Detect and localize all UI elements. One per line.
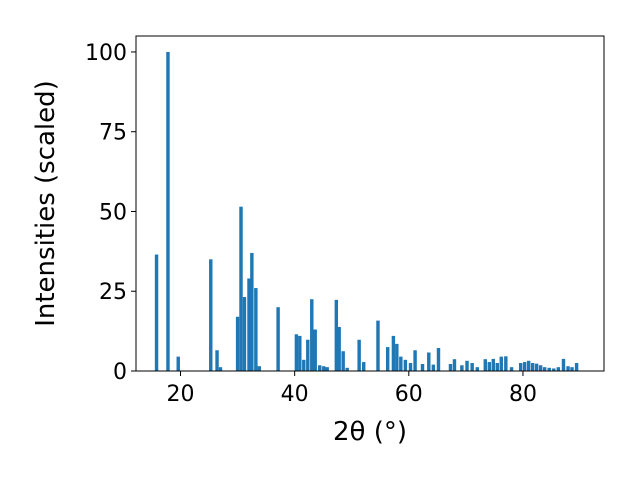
bar xyxy=(166,51,170,371)
bar xyxy=(345,367,349,371)
bar xyxy=(218,367,223,371)
bar xyxy=(556,367,561,371)
bar xyxy=(427,352,431,371)
y-tick-label: 100 xyxy=(85,41,127,66)
y-axis: 0 25 50 75 100 xyxy=(85,41,136,385)
bar xyxy=(250,252,254,371)
bar xyxy=(413,350,417,371)
bar xyxy=(294,334,299,371)
plot-frame xyxy=(135,35,605,372)
x-tick-label: 60 xyxy=(395,382,423,407)
bar xyxy=(239,206,243,371)
bar xyxy=(538,365,543,371)
bar xyxy=(302,359,306,371)
bar xyxy=(257,366,261,371)
bar xyxy=(530,363,535,371)
bar xyxy=(509,367,514,371)
bar xyxy=(570,367,574,371)
x-tick-label: 40 xyxy=(281,382,309,407)
bar xyxy=(526,360,531,371)
bar xyxy=(235,316,240,371)
bar xyxy=(420,363,425,371)
bar xyxy=(254,288,258,371)
bar xyxy=(431,364,436,371)
bar xyxy=(391,335,396,371)
bar xyxy=(448,363,453,371)
bar xyxy=(242,296,247,371)
y-tick-label: 50 xyxy=(99,200,127,225)
y-tick-label: 75 xyxy=(99,121,127,146)
bar xyxy=(306,339,310,371)
bar xyxy=(385,347,390,371)
bar xyxy=(408,363,413,371)
bar xyxy=(561,358,566,371)
bar xyxy=(209,259,213,371)
bar xyxy=(337,326,341,371)
bar xyxy=(542,367,547,371)
bar xyxy=(574,363,579,371)
bar xyxy=(403,359,408,371)
x-axis-label: 2θ (°) xyxy=(333,417,407,447)
bar xyxy=(522,362,527,371)
x-tick-label: 20 xyxy=(167,382,195,407)
bars xyxy=(154,51,579,371)
x-tick-label: 80 xyxy=(509,382,537,407)
bar xyxy=(475,367,480,371)
bar xyxy=(487,362,491,371)
bar xyxy=(495,363,499,371)
y-axis-label: Intensities (scaled) xyxy=(31,80,61,327)
bar xyxy=(436,348,441,371)
bar xyxy=(247,278,251,371)
bar xyxy=(470,363,474,371)
bar xyxy=(313,329,317,371)
bar xyxy=(399,356,403,371)
bar xyxy=(395,343,399,371)
bar xyxy=(518,363,523,371)
bar xyxy=(341,351,345,371)
bar xyxy=(566,366,570,371)
bar xyxy=(460,365,464,371)
bar xyxy=(491,358,495,371)
bar xyxy=(322,366,326,371)
bar xyxy=(465,360,469,371)
bar xyxy=(357,339,361,371)
bar xyxy=(552,368,556,371)
y-tick-label: 25 xyxy=(99,280,127,305)
bar xyxy=(376,320,380,371)
bar xyxy=(176,356,180,371)
bar xyxy=(318,365,322,371)
bar xyxy=(215,350,219,371)
plot-area xyxy=(136,36,604,371)
x-axis: 20 40 60 80 xyxy=(167,371,537,407)
bar xyxy=(334,299,339,371)
bar xyxy=(534,363,539,371)
bar xyxy=(276,307,280,371)
bar xyxy=(547,367,551,371)
bar xyxy=(362,362,366,371)
bar xyxy=(310,299,314,371)
bar xyxy=(154,254,159,371)
bar xyxy=(298,335,302,371)
bar xyxy=(499,356,503,371)
bar xyxy=(452,359,457,371)
bar xyxy=(325,367,329,371)
bar xyxy=(483,359,487,371)
y-tick-label: 0 xyxy=(113,360,127,385)
bar xyxy=(504,356,508,371)
